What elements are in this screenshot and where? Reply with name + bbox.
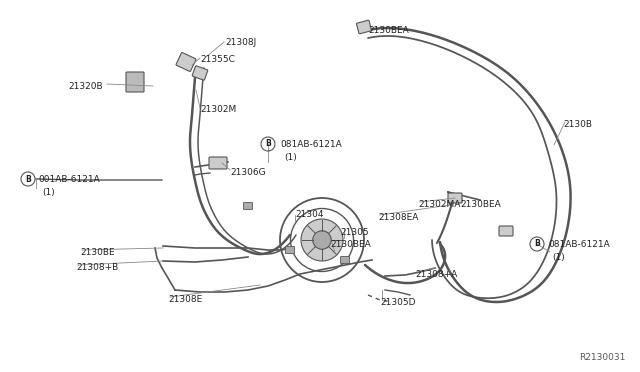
Text: 081AB-6121A: 081AB-6121A [280,140,342,149]
Text: 2130BE: 2130BE [80,248,115,257]
Text: 21355C: 21355C [200,55,235,64]
FancyBboxPatch shape [499,226,513,236]
Text: 21305D: 21305D [380,298,415,307]
Text: B: B [534,240,540,248]
FancyBboxPatch shape [448,193,462,203]
Text: 21308E: 21308E [168,295,202,304]
Text: 21302M: 21302M [200,105,236,114]
Circle shape [301,219,343,261]
Text: (1): (1) [552,253,564,262]
Text: (1): (1) [42,188,55,197]
Text: 21305: 21305 [340,228,369,237]
Text: (1): (1) [284,153,297,162]
FancyBboxPatch shape [285,247,294,253]
Text: 21302MA: 21302MA [418,200,460,209]
FancyBboxPatch shape [192,66,208,80]
FancyBboxPatch shape [126,72,144,92]
Text: B: B [265,140,271,148]
FancyBboxPatch shape [243,202,253,209]
Text: 21308+A: 21308+A [415,270,457,279]
Text: 2130BEA: 2130BEA [368,26,409,35]
Text: 2130BEA: 2130BEA [460,200,500,209]
Text: 21308EA: 21308EA [378,213,419,222]
Text: 21304: 21304 [295,210,323,219]
FancyBboxPatch shape [176,52,196,71]
Text: 21320B: 21320B [68,82,102,91]
FancyBboxPatch shape [356,20,371,34]
Text: R2130031: R2130031 [579,353,625,362]
Text: 081AB-6121A: 081AB-6121A [548,240,610,249]
FancyBboxPatch shape [209,157,227,169]
FancyBboxPatch shape [340,257,349,263]
Text: 2130BEA: 2130BEA [330,240,371,249]
Text: 001AB-6121A: 001AB-6121A [38,175,100,184]
Text: 21308J: 21308J [225,38,256,47]
Circle shape [313,231,332,249]
Text: B: B [25,174,31,183]
Text: 2130B: 2130B [563,120,592,129]
Text: 21308+B: 21308+B [76,263,118,272]
Text: 21306G: 21306G [230,168,266,177]
